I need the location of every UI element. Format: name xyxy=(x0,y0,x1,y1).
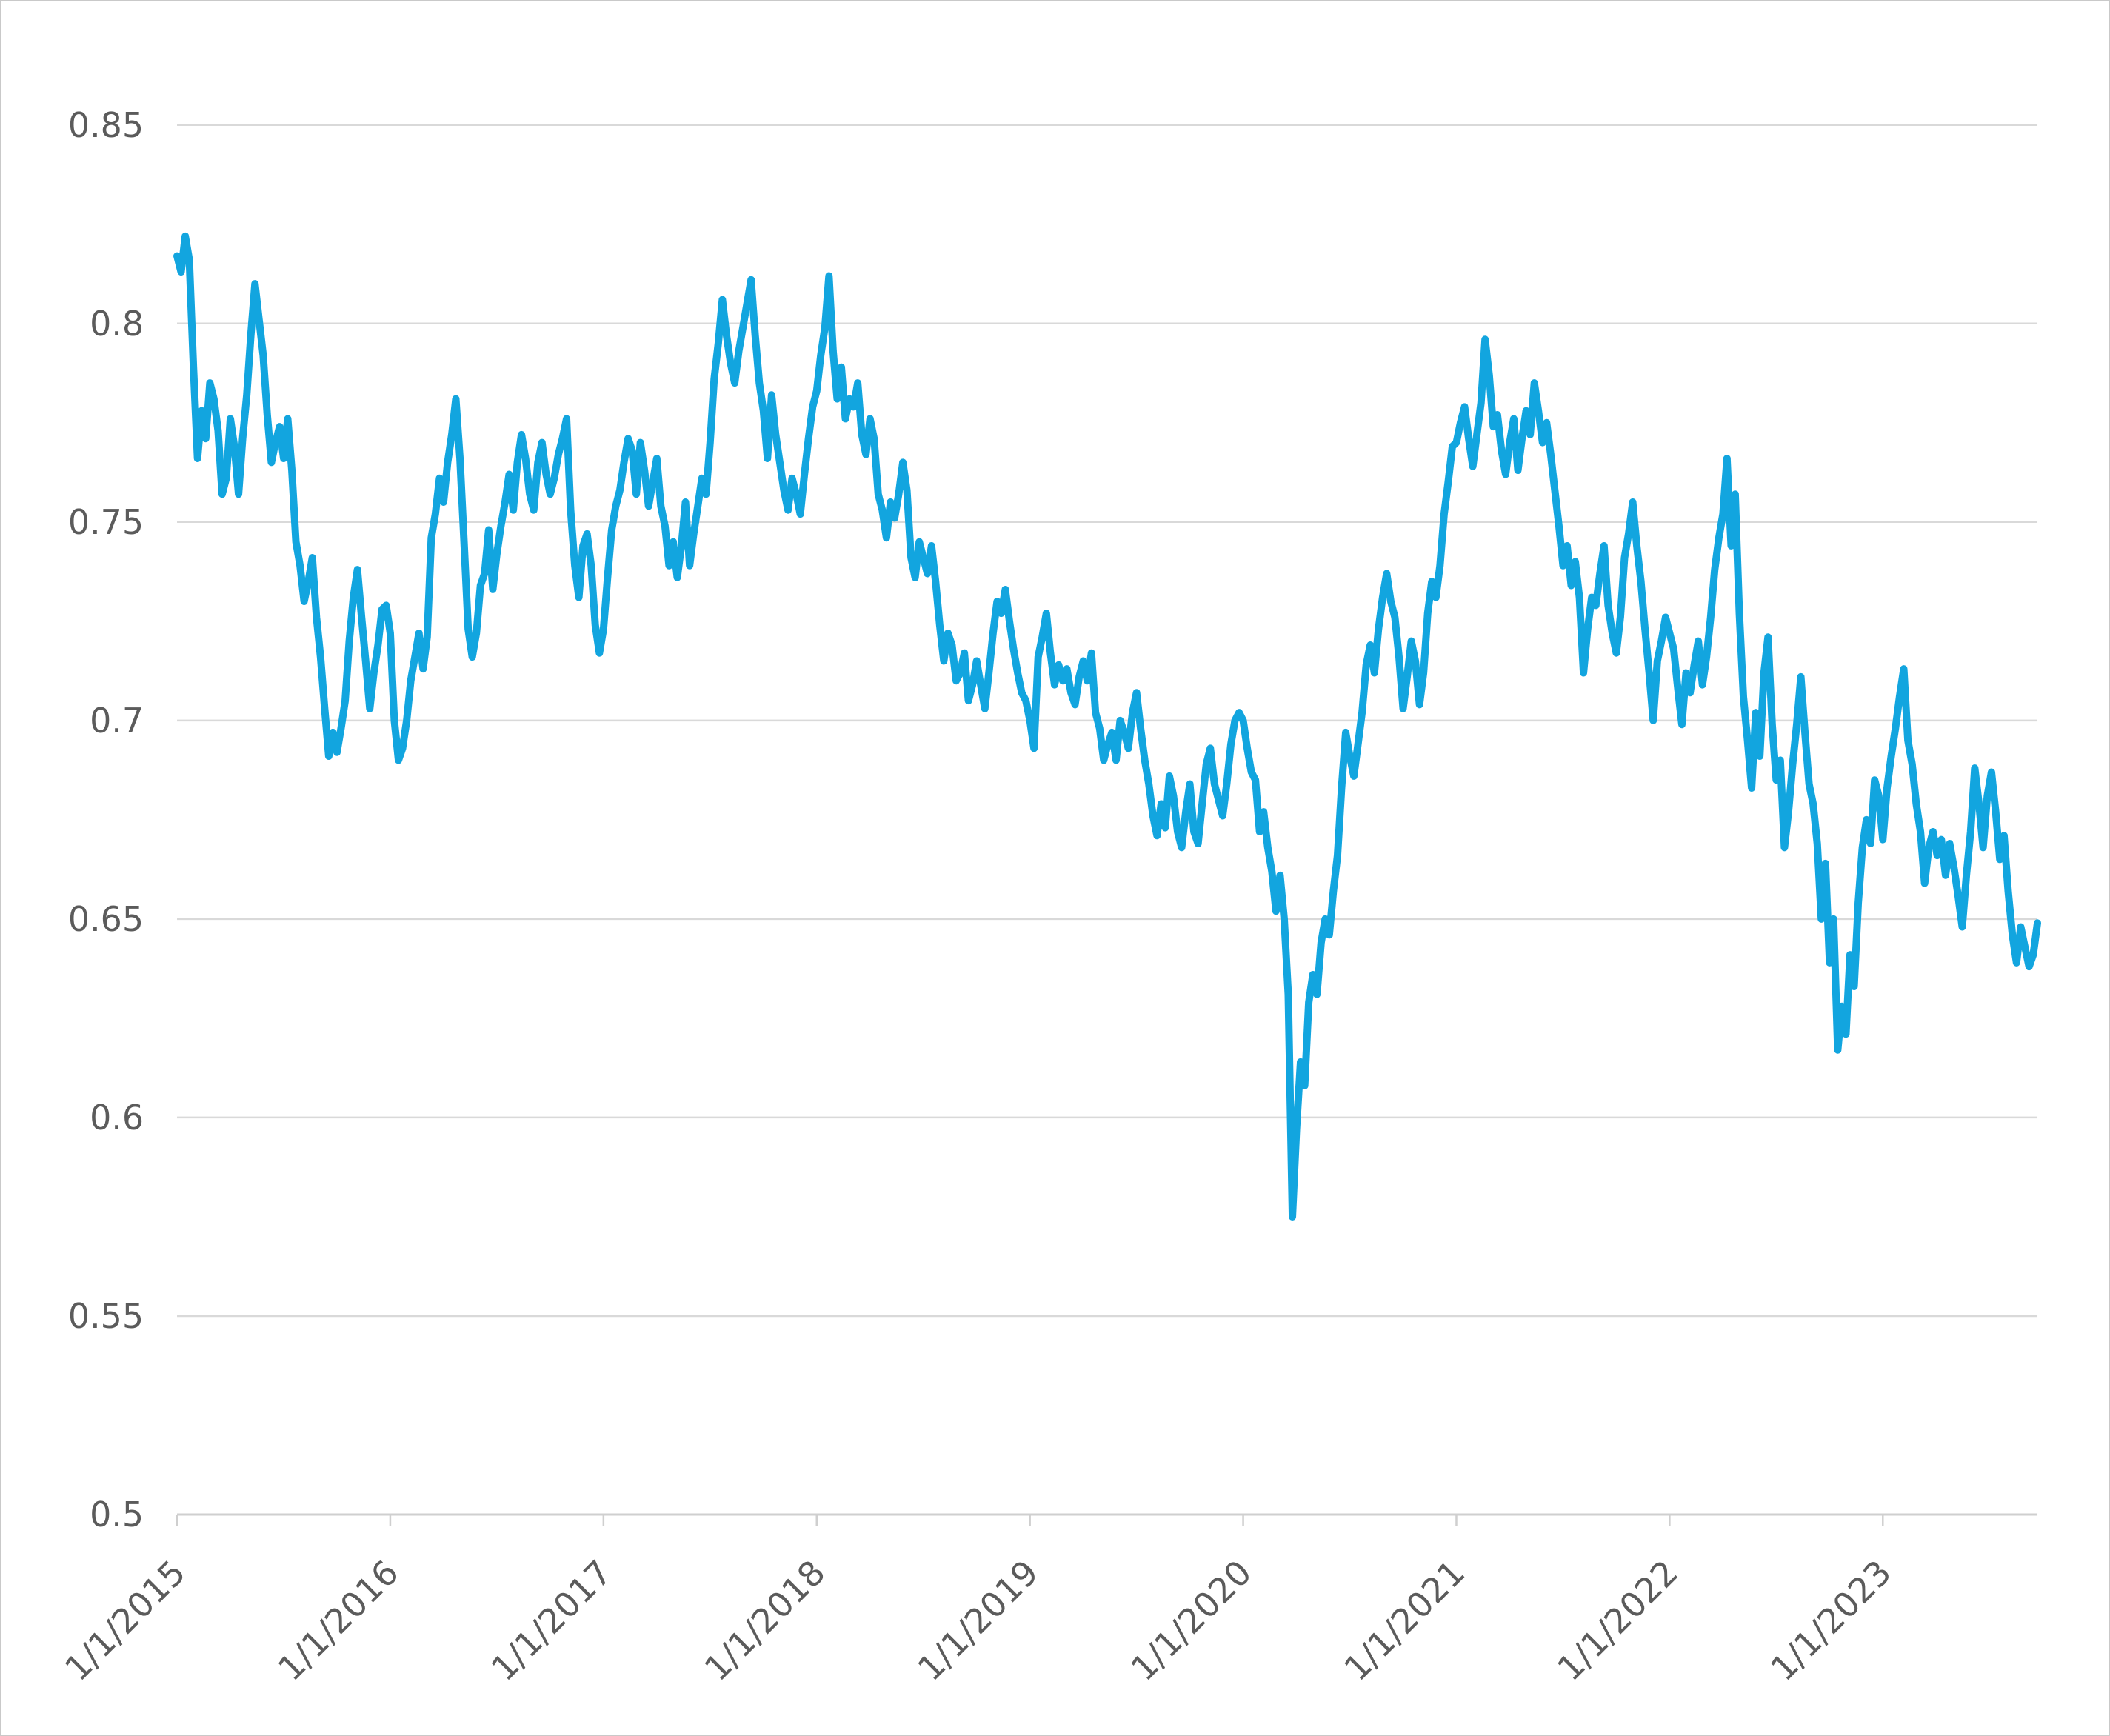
y-axis-label: 0.5 xyxy=(90,1495,144,1535)
x-axis-label: 1/1/2015 xyxy=(57,1552,193,1689)
y-axis-label: 0.55 xyxy=(68,1296,144,1336)
y-axis-label: 0.75 xyxy=(68,502,144,542)
data-line xyxy=(173,232,2042,1221)
x-axis xyxy=(176,1513,2038,1526)
x-axis-label: 1/1/2023 xyxy=(1763,1552,1899,1689)
x-axis-label: 1/1/2020 xyxy=(1123,1552,1259,1689)
y-axis-label: 0.85 xyxy=(68,105,144,145)
x-axis-label: 1/1/2018 xyxy=(697,1552,833,1689)
y-axis-label: 0.8 xyxy=(90,304,144,344)
y-axis-label: 0.65 xyxy=(68,899,144,939)
gridlines xyxy=(177,124,2038,1318)
x-axis-labels: 1/1/2015 1/1/2016 1/1/2017 1/1/2018 1/1/2019… xyxy=(57,1552,1899,1689)
y-axis-labels: 0.5 0.55 0.6 0.65 0.7 0.75 0.8 0.85 xyxy=(68,105,144,1535)
x-axis-label: 1/1/2017 xyxy=(484,1552,620,1689)
y-axis-label: 0.6 xyxy=(90,1098,144,1138)
x-axis-label: 1/1/2016 xyxy=(270,1552,407,1689)
data-series xyxy=(173,232,2042,1221)
x-axis-label: 1/1/2022 xyxy=(1549,1552,1686,1689)
y-axis-label: 0.7 xyxy=(90,701,144,741)
x-axis-label: 1/1/2021 xyxy=(1336,1552,1472,1689)
x-axis-label: 1/1/2019 xyxy=(909,1552,1046,1689)
